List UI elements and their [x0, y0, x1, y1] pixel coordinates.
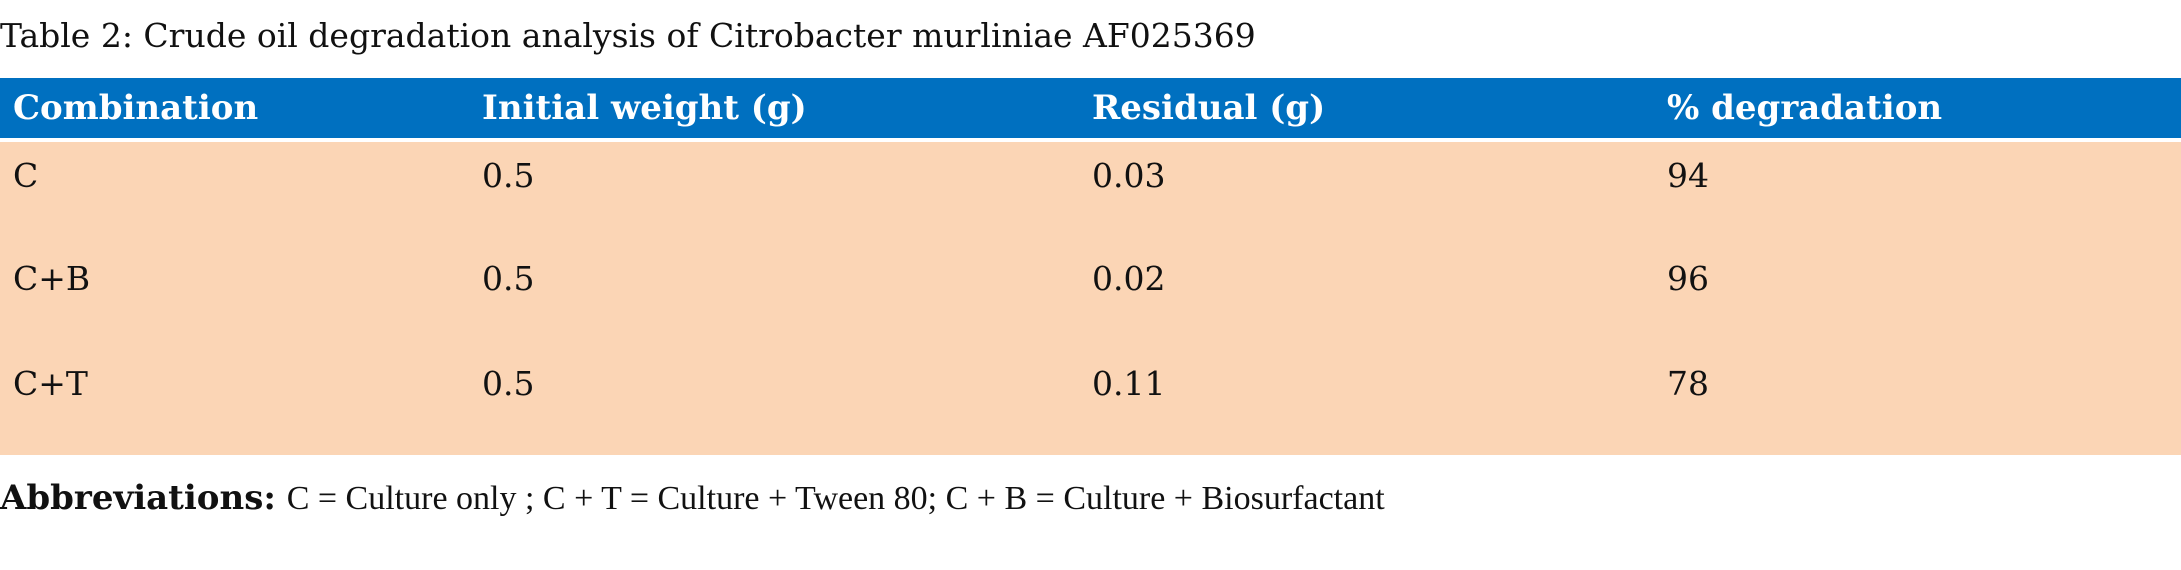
- table-row: C+T 0.5 0.11 78: [0, 350, 2181, 455]
- header-degradation: % degradation: [1654, 78, 2181, 142]
- cell-residual: 0.11: [1092, 364, 1166, 403]
- abbreviations-footnote: Abbreviations: C = Culture only ; C + T …: [0, 476, 1385, 521]
- cell-degradation: 78: [1667, 364, 1709, 403]
- cell-residual: 0.02: [1092, 259, 1166, 298]
- footnote-label: Abbreviations:: [0, 478, 276, 518]
- footnote-text: C = Culture only ; C + T = Culture + Twe…: [286, 480, 1385, 517]
- cell-combination: C+B: [13, 259, 91, 298]
- table-header-row: Combination Initial weight (g) Residual …: [0, 78, 2181, 142]
- cell-initial-weight: 0.5: [482, 364, 535, 403]
- table-caption: Table 2: Crude oil degradation analysis …: [0, 16, 1256, 55]
- cell-combination: C: [13, 156, 39, 195]
- cell-degradation: 94: [1667, 156, 1709, 195]
- cell-degradation: 96: [1667, 259, 1709, 298]
- cell-combination: C+T: [13, 364, 88, 403]
- cell-initial-weight: 0.5: [482, 259, 535, 298]
- cell-residual: 0.03: [1092, 156, 1166, 195]
- header-residual: Residual (g): [1079, 78, 1654, 142]
- table-row: C 0.5 0.03 94: [0, 140, 2181, 245]
- cell-initial-weight: 0.5: [482, 156, 535, 195]
- header-initial-weight: Initial weight (g): [469, 78, 1079, 142]
- header-combination: Combination: [0, 78, 469, 142]
- table-row: C+B 0.5 0.02 96: [0, 245, 2181, 350]
- degradation-table: Combination Initial weight (g) Residual …: [0, 78, 2181, 455]
